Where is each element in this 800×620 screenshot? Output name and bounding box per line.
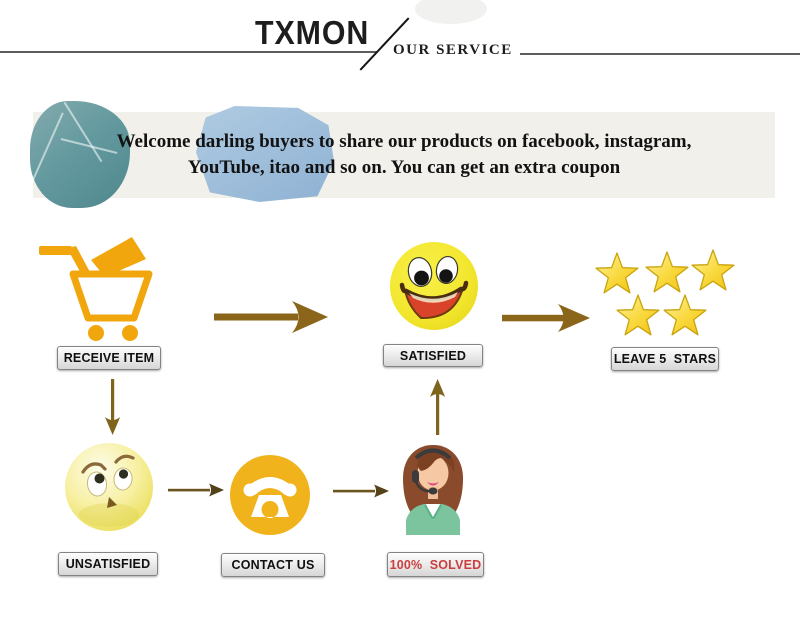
contact-us-label: CONTACT US xyxy=(231,558,315,572)
solved-button[interactable]: 100% SOLVED xyxy=(387,552,484,577)
satisfied-button[interactable]: SATISFIED xyxy=(383,344,483,367)
arrow-right-icon xyxy=(333,484,389,498)
unsatisfied-button[interactable]: UNSATISFIED xyxy=(58,552,158,576)
five-stars-icon xyxy=(595,249,735,336)
arrow-right-icon xyxy=(214,301,328,333)
header-rule-left xyxy=(0,51,377,53)
sad-face-icon xyxy=(65,443,153,531)
welcome-line-2: YouTube, itao and so on. You can get an … xyxy=(187,157,621,178)
leave-5-stars-button[interactable]: LEAVE 5 STARS xyxy=(611,347,719,371)
header-tagline: OUR SERVICE xyxy=(393,42,513,58)
faint-watermark-blob xyxy=(415,0,487,24)
support-agent-icon xyxy=(403,445,463,535)
receive-item-label: RECEIVE ITEM xyxy=(63,351,155,365)
arrow-up-icon xyxy=(430,379,446,435)
arrow-right-icon xyxy=(168,483,224,497)
leave-5-stars-label: LEAVE 5 STARS xyxy=(613,352,717,366)
contact-us-button[interactable]: CONTACT US xyxy=(221,553,325,577)
watercolor-teal-blob xyxy=(26,101,130,208)
welcome-banner xyxy=(33,112,775,198)
welcome-message: Welcome darling buyers to share our prod… xyxy=(33,112,775,198)
phone-icon xyxy=(230,455,310,535)
arrow-down-icon xyxy=(105,379,121,435)
unsatisfied-label: UNSATISFIED xyxy=(65,557,151,571)
header-rule-right xyxy=(520,53,800,55)
happy-face-icon xyxy=(390,242,478,330)
solved-label: 100% SOLVED xyxy=(389,557,482,572)
brand-logo: TXMON xyxy=(255,14,370,51)
receive-item-button[interactable]: RECEIVE ITEM xyxy=(57,346,161,370)
arrow-right-icon xyxy=(502,304,590,332)
satisfied-label: SATISFIED xyxy=(399,348,467,363)
shopping-cart-icon xyxy=(39,237,153,341)
welcome-line-1: Welcome darling buyers to share our prod… xyxy=(116,131,692,152)
watercolor-blue-blob xyxy=(196,106,334,202)
